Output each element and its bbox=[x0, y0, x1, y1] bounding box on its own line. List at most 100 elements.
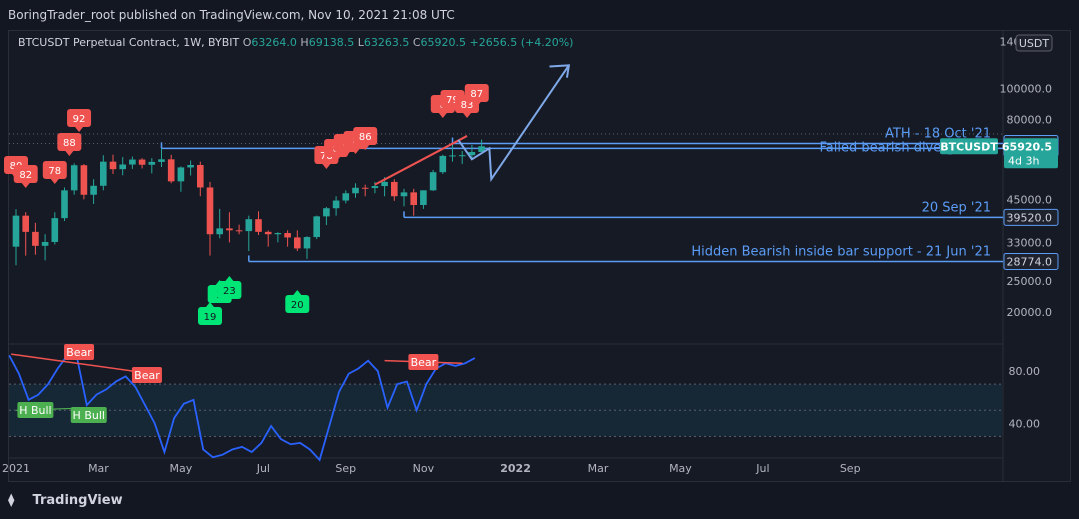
count-label-top-pointer bbox=[438, 113, 447, 118]
candle bbox=[32, 222, 39, 255]
count-label-top-pointer bbox=[322, 164, 331, 169]
count-label-top-pointer bbox=[341, 152, 350, 157]
candle-body bbox=[294, 237, 301, 249]
candle-body bbox=[342, 193, 350, 201]
candle-body bbox=[70, 165, 78, 191]
count-label-top-text: 86 bbox=[359, 132, 372, 143]
time-tick-label: Sep bbox=[335, 462, 356, 475]
count-label-bottom-box bbox=[217, 281, 242, 299]
level-price-label: 28774.0 bbox=[1007, 255, 1053, 268]
candle-body bbox=[206, 187, 214, 235]
close-value: 65920.5 bbox=[420, 36, 467, 49]
level-price-badge bbox=[1003, 252, 1059, 270]
time-tick-label: 2022 bbox=[500, 462, 531, 475]
time-tick-label: Sep bbox=[840, 462, 861, 475]
price-tick-label: 45000.0 bbox=[1007, 193, 1053, 206]
candle-body bbox=[90, 185, 97, 195]
candle-body bbox=[274, 233, 282, 235]
candle bbox=[313, 215, 320, 240]
bearish-trendline bbox=[374, 135, 468, 186]
tradingview-logo-icon: ⧫ bbox=[8, 493, 15, 508]
count-label-top-text: 92 bbox=[73, 114, 86, 125]
candle bbox=[245, 215, 253, 252]
count-label-bottom-text: 19 bbox=[204, 312, 217, 323]
low-value: 63263.5 bbox=[363, 36, 410, 49]
candle-body bbox=[332, 200, 340, 209]
candle bbox=[478, 139, 485, 152]
candle bbox=[323, 206, 330, 226]
candle-body bbox=[61, 190, 68, 219]
candle-body bbox=[303, 237, 311, 249]
count-label-top-text: 79 bbox=[446, 95, 459, 106]
time-tick-label: Mar bbox=[88, 462, 109, 475]
candle-body bbox=[119, 164, 126, 170]
candle-body bbox=[245, 219, 253, 232]
candle bbox=[12, 209, 20, 266]
count-label-top-text: 88 bbox=[63, 138, 76, 149]
candle-body bbox=[100, 161, 107, 186]
rsi-bull-label-box bbox=[17, 402, 54, 418]
candle-body bbox=[197, 165, 204, 188]
footer-brand[interactable]: ⧫ TradingView bbox=[8, 486, 123, 516]
candle-body bbox=[468, 151, 476, 156]
countdown-text: 4d 3h bbox=[1008, 154, 1039, 167]
count-label-top-pointer bbox=[351, 149, 360, 154]
count-label-bottom-pointer bbox=[206, 302, 214, 307]
candle-body bbox=[167, 159, 175, 182]
price-tick-label: 33000.0 bbox=[1007, 236, 1053, 249]
candle bbox=[197, 161, 204, 197]
symbol-name: BTCUSDT Perpetual Contract, 1W, BYBIT bbox=[18, 36, 240, 49]
candle bbox=[22, 212, 29, 256]
level-price-label: 39520.0 bbox=[1007, 211, 1053, 224]
rsi-tick-label: 40.00 bbox=[1009, 417, 1041, 430]
currency-badge-text: USDT bbox=[1019, 37, 1050, 50]
count-label-top-pointer bbox=[75, 127, 84, 132]
candle-body bbox=[32, 231, 39, 246]
high-label: H bbox=[300, 36, 309, 49]
candle bbox=[458, 151, 466, 165]
high-value: 69138.5 bbox=[308, 36, 355, 49]
candle bbox=[391, 179, 398, 201]
candle-body bbox=[226, 228, 233, 231]
count-label-bottom: 20 bbox=[285, 290, 310, 313]
level-annotation-text: 20 Sep '21 bbox=[922, 200, 991, 215]
rsi-bear-label-box bbox=[131, 367, 162, 383]
currency-badge-box bbox=[1015, 34, 1053, 52]
time-tick-label: Nov bbox=[413, 462, 435, 475]
candle-body bbox=[391, 181, 398, 197]
change-value: +2656.5 (+4.20%) bbox=[469, 36, 574, 49]
candle bbox=[129, 156, 136, 169]
count-label-bottom-box bbox=[285, 295, 310, 313]
candle-body bbox=[177, 167, 185, 182]
projection-arrowhead bbox=[549, 64, 571, 78]
candle bbox=[177, 166, 185, 192]
candle-body bbox=[429, 172, 437, 191]
candle-body bbox=[323, 208, 330, 217]
candle bbox=[158, 148, 165, 167]
count-label-bottom: 19 bbox=[198, 302, 222, 325]
count-label-bottom-pointer bbox=[293, 290, 302, 295]
candle-body bbox=[148, 161, 156, 165]
count-label-top-pointer bbox=[332, 157, 341, 162]
candle-body bbox=[51, 218, 59, 242]
candle-body bbox=[138, 159, 146, 165]
candle bbox=[420, 190, 427, 209]
count-label-top-pointer bbox=[50, 179, 59, 184]
count-label-top-pointer bbox=[21, 183, 30, 188]
candle-body bbox=[381, 181, 388, 187]
candle-body bbox=[410, 192, 417, 205]
candle bbox=[361, 184, 369, 197]
candle bbox=[70, 163, 78, 195]
candle bbox=[449, 143, 456, 162]
published-text: BoringTrader_root published on TradingVi… bbox=[8, 8, 455, 22]
candle-body bbox=[400, 192, 408, 197]
candle bbox=[138, 158, 146, 169]
candle-body bbox=[478, 146, 485, 152]
candle bbox=[61, 187, 68, 221]
candle-body bbox=[352, 187, 359, 194]
candle-body bbox=[420, 190, 427, 205]
time-tick-label: 2021 bbox=[2, 462, 30, 475]
candle bbox=[90, 179, 97, 205]
candle-body bbox=[284, 233, 291, 238]
